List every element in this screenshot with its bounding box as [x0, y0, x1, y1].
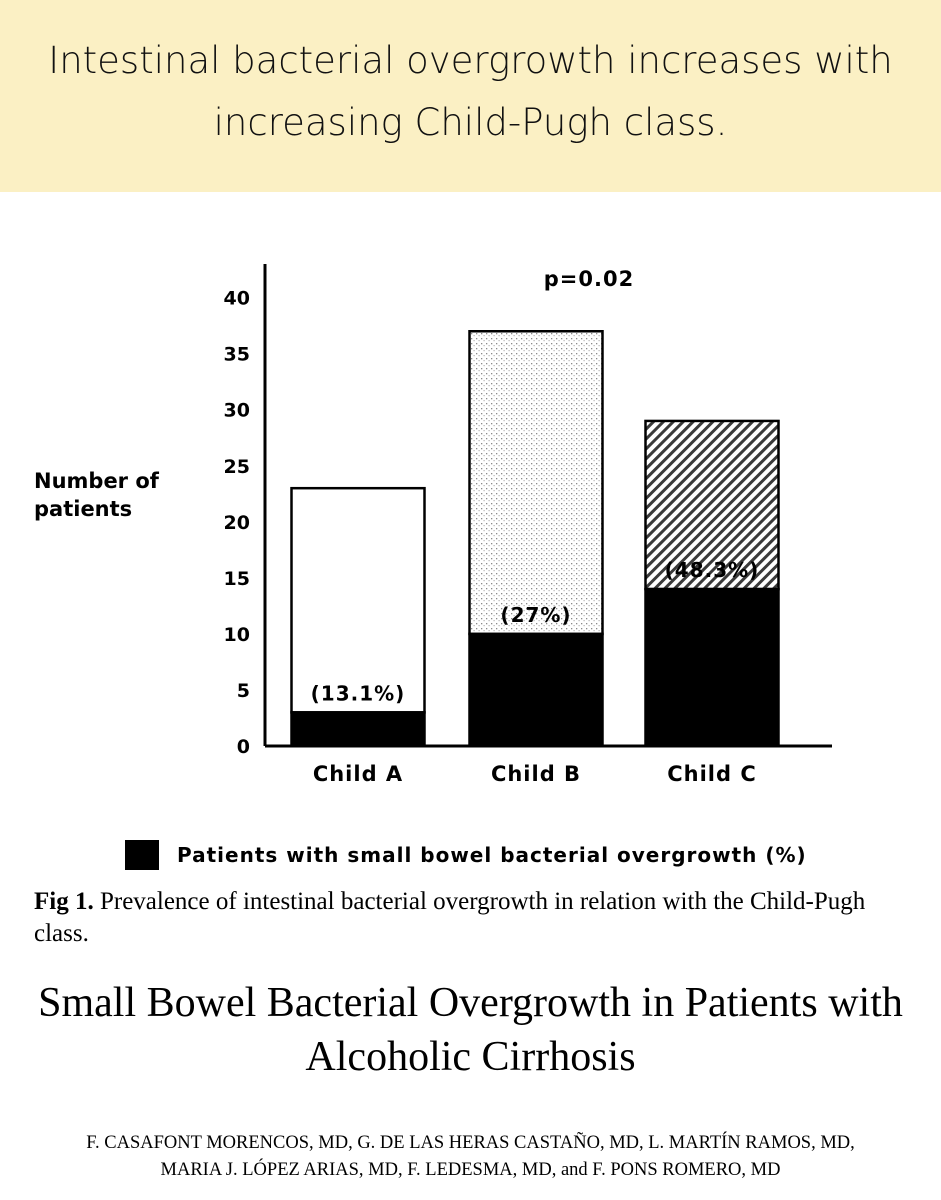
headline-banner: Intestinal bacterial overgrowth increase…: [0, 0, 941, 192]
figure-caption-label: Fig 1.: [34, 888, 94, 915]
y-tick-label: 5: [237, 680, 250, 702]
bars: (13.1%) (27%) (48.3%): [290, 330, 780, 748]
figure-caption: Fig 1. Prevalence of intestinal bacteria…: [34, 886, 914, 950]
x-axis-labels: Child A Child B Child C: [313, 762, 757, 786]
paper-title: Small Bowel Bacterial Overgrowth in Pati…: [38, 980, 903, 1080]
bar-data-label: (13.1%): [311, 681, 406, 705]
paper-authors: F. CASAFONT MORENCOS, MD, G. DE LAS HERA…: [0, 1130, 941, 1184]
y-tick-label: 10: [224, 624, 250, 646]
y-tick-label: 25: [224, 456, 250, 478]
bar-data-label: (27%): [500, 603, 571, 627]
x-category-label: Child C: [667, 762, 757, 786]
y-axis-title-line-1: Number of: [34, 469, 160, 493]
y-tick-label: 20: [224, 512, 250, 534]
y-tick-label: 0: [237, 736, 250, 758]
legend: Patients with small bowel bacterial over…: [125, 840, 807, 870]
x-category-label: Child A: [313, 762, 403, 786]
y-tick-label: 30: [224, 400, 250, 422]
headline-text: Intestinal bacterial overgrowth increase…: [48, 39, 893, 144]
x-category-label: Child B: [491, 762, 581, 786]
bar-chart: Number of patients 0 5 10 15 20 25 30 35 40 (13.…: [34, 264, 832, 786]
legend-label: Patients with small bowel bacterial over…: [177, 843, 807, 867]
bar-total: [468, 330, 604, 636]
authors-line-2: MARIA J. LÓPEZ ARIAS, MD, F. LEDESMA, MD…: [160, 1160, 781, 1180]
y-tick-label: 40: [224, 288, 250, 310]
y-axis-ticks: 0 5 10 15 20 25 30 35 40: [224, 288, 250, 758]
axes: [263, 264, 832, 748]
bar-overgrowth: [644, 587, 780, 748]
bar-overgrowth: [468, 632, 604, 748]
bar-total: [644, 419, 780, 591]
authors-line-1: F. CASAFONT MORENCOS, MD, G. DE LAS HERA…: [86, 1133, 855, 1153]
legend-swatch: [125, 840, 159, 870]
y-axis-title-line-2: patients: [34, 497, 132, 521]
y-tick-label: 15: [224, 568, 250, 590]
figure-caption-text: Prevalence of intestinal bacterial overg…: [34, 888, 866, 947]
y-axis-title: Number of patients: [34, 469, 166, 521]
p-value-annotation: p=0.02: [544, 267, 634, 291]
y-tick-label: 35: [224, 344, 250, 366]
bar-overgrowth: [290, 711, 426, 748]
bar-total: [290, 486, 426, 714]
bar-data-label: (48.3%): [665, 558, 760, 582]
